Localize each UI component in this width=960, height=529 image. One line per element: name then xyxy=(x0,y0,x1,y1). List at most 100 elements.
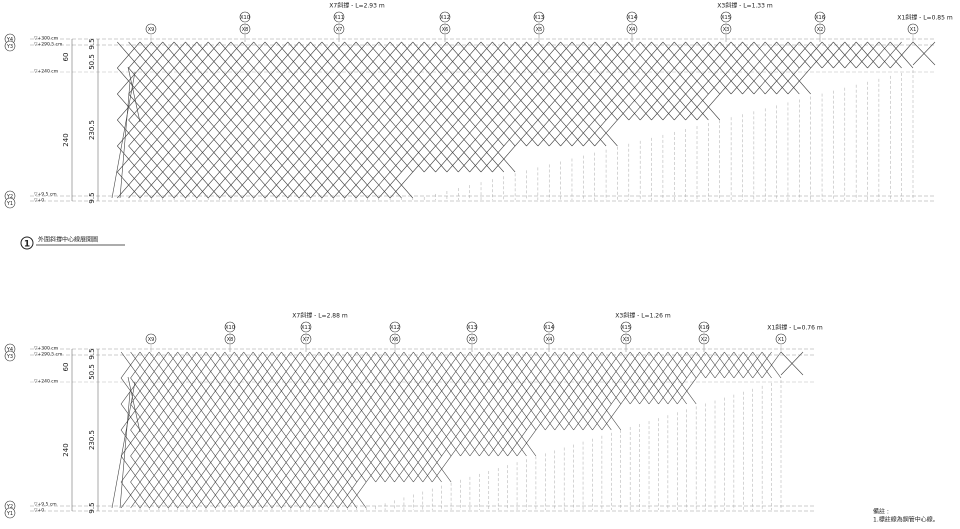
brace xyxy=(639,41,664,121)
brace xyxy=(686,351,706,379)
brace xyxy=(662,41,686,121)
brace xyxy=(290,351,311,509)
brace xyxy=(752,351,772,379)
brace xyxy=(560,41,584,147)
brace xyxy=(233,351,254,509)
brace xyxy=(639,351,659,405)
brace xyxy=(116,41,141,199)
brace xyxy=(776,41,800,95)
brace xyxy=(764,41,789,95)
grid-label: X13 xyxy=(467,325,477,331)
brace xyxy=(375,351,395,483)
brace xyxy=(733,351,753,379)
y-label: Y3 xyxy=(6,44,13,50)
brace xyxy=(582,41,607,147)
brace xyxy=(127,66,141,123)
brace xyxy=(705,351,725,379)
brace xyxy=(119,391,131,509)
brace xyxy=(158,351,179,509)
drawing-title: 1 外圍斜撐中心線展開圖 xyxy=(20,236,125,250)
y-bubble xyxy=(4,197,16,209)
brace xyxy=(403,351,424,483)
brace xyxy=(264,41,289,199)
brace xyxy=(878,41,902,69)
grid-label: X15 xyxy=(721,15,731,21)
brace xyxy=(276,41,300,199)
brace xyxy=(207,41,232,199)
brace xyxy=(592,351,612,431)
brace xyxy=(422,351,442,483)
brace xyxy=(761,351,782,379)
y-label: Y4 xyxy=(6,37,13,43)
brace xyxy=(673,41,698,121)
level-label: ▽+240 cm xyxy=(34,69,58,75)
grid-bubble xyxy=(533,11,545,23)
brace xyxy=(120,351,141,509)
y-label: Y2 xyxy=(6,504,13,510)
brace xyxy=(367,41,391,199)
brace xyxy=(127,376,141,433)
brace xyxy=(271,351,292,509)
grid-label: X16 xyxy=(815,15,825,21)
brace xyxy=(309,351,329,509)
brace xyxy=(780,351,804,376)
brace xyxy=(224,351,245,509)
brace xyxy=(685,41,709,121)
brace xyxy=(119,81,131,199)
brace xyxy=(173,41,198,199)
brace xyxy=(548,41,573,147)
grid-bubble xyxy=(389,321,401,333)
brace xyxy=(413,351,433,483)
brace xyxy=(667,351,687,405)
note-heading: 備註 : xyxy=(873,508,889,516)
brace xyxy=(365,351,386,483)
brace xyxy=(563,351,584,431)
brace xyxy=(151,41,175,199)
brace xyxy=(573,351,593,431)
level-label: ▽+0 xyxy=(34,508,44,514)
brace xyxy=(378,41,402,199)
brace xyxy=(594,41,618,147)
brace xyxy=(394,351,414,483)
brace xyxy=(337,351,358,509)
brace xyxy=(423,41,448,173)
brace xyxy=(497,351,518,457)
brace xyxy=(708,41,732,95)
grid-bubble xyxy=(300,321,312,333)
y-bubble xyxy=(4,507,16,519)
brace xyxy=(328,351,348,509)
grid-label: X14 xyxy=(627,15,637,21)
brace xyxy=(753,41,777,95)
grid-label: X9 xyxy=(148,27,155,33)
brace xyxy=(177,351,197,509)
grid-label: X11 xyxy=(334,15,344,21)
brace xyxy=(111,71,136,199)
brace xyxy=(332,41,357,199)
brace xyxy=(890,41,914,69)
brace xyxy=(479,351,499,457)
brace xyxy=(507,351,527,457)
level-label: ▽+300 cm xyxy=(34,36,58,42)
brace xyxy=(431,351,452,483)
grid-label: X10 xyxy=(240,15,250,21)
brace xyxy=(185,41,209,199)
brace xyxy=(310,41,334,199)
level-label: ▽+290.5 cm xyxy=(34,352,62,358)
brace xyxy=(281,351,301,509)
brace xyxy=(617,41,641,121)
brace xyxy=(215,351,235,509)
brace xyxy=(356,351,377,483)
level-label: ▽+290.5 cm xyxy=(34,42,62,48)
dimension: 9.5 xyxy=(88,502,96,513)
brace xyxy=(787,41,811,95)
brace xyxy=(139,351,160,509)
grid-bubble xyxy=(814,11,826,23)
annotation: X1斜撐 - L=0.76 m xyxy=(767,324,823,332)
brace xyxy=(648,351,669,405)
dimension: 60 xyxy=(62,363,70,372)
grid-bubble xyxy=(698,321,710,333)
grid-bubble xyxy=(439,11,451,23)
brace xyxy=(480,41,505,173)
